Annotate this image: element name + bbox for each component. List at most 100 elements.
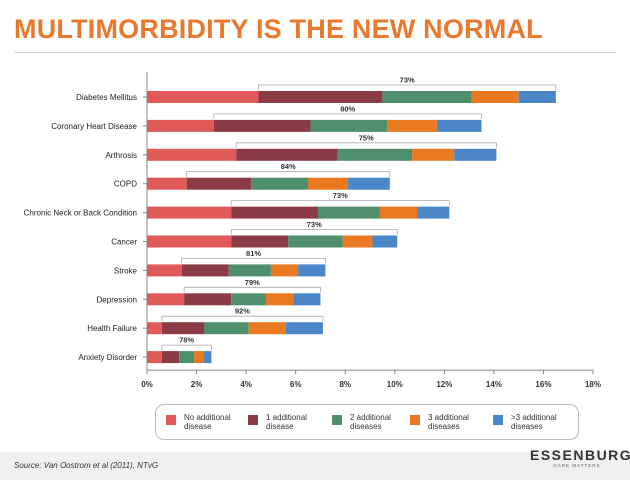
bar-segment [251,177,309,190]
percent-label: 84% [281,162,296,171]
bar-segment [147,119,214,132]
bar-segment [228,264,271,277]
bar-segment [161,322,204,335]
x-tick-label: 14% [486,380,502,389]
comorbidity-bracket [183,286,321,293]
bar-segment [248,322,286,335]
bar-segment [147,293,185,306]
x-tick-label: 10% [387,380,403,389]
comorbidity-bracket [213,113,482,119]
comorbidity-bracket [230,200,450,206]
percent-label: 73% [333,191,348,200]
legend-label: 1 additional disease [266,413,307,431]
legend-label: 3 additional diseases [428,413,469,431]
bar-segment [147,351,162,364]
bar-segment [337,148,413,161]
bar-segment [265,293,294,306]
bar-segment [258,91,383,103]
comorbidity-bracket [181,258,326,264]
x-tick-label: 6% [290,380,302,389]
category-label: Stroke [114,266,138,275]
comorbidity-bracket [161,344,212,351]
category-label: Health Failure [87,324,137,333]
bar-segment [387,119,437,132]
title-divider [14,52,616,53]
category-label: Arthrosis [105,151,137,160]
comorbidity-bracket [258,84,557,90]
percent-label: 73% [307,220,322,229]
bar-segment [372,235,398,248]
percent-label: 78% [179,336,194,345]
x-tick-label: 2% [191,380,203,389]
x-tick-label: 18% [585,380,601,389]
legend-swatch [332,415,342,425]
legend-swatch [410,415,420,425]
legend-label: No additional disease [184,413,231,431]
comorbidity-bracket [230,229,398,235]
bar-segment [270,264,299,277]
category-label: COPD [114,180,137,189]
bar-segment [471,91,519,103]
bar-segment [310,119,388,132]
comorbidity-bracket [235,142,497,148]
bar-segment [308,177,348,190]
bar-segment [147,235,232,248]
chart-legend: No additional disease 1 additional diseas… [155,404,579,440]
bar-segment [288,235,343,248]
bar-segment [147,264,182,277]
bar-segment [236,148,338,161]
percent-label: 75% [359,133,374,142]
percent-label: 80% [340,104,355,113]
bar-segment [184,293,232,306]
bar-segment [203,351,212,364]
percent-label: 81% [246,249,261,258]
bar-segment [342,235,373,248]
legend-swatch [248,415,258,425]
bar-segment [436,119,482,132]
bar-segment [161,351,180,364]
percent-label: 73% [400,76,415,85]
bar-segment [194,351,204,364]
x-tick-label: 0% [141,380,153,389]
legend-item: 2 additional diseases [332,413,408,431]
bar-segment [417,206,450,219]
category-label: Diabetes Mellitus [76,93,137,102]
source-note: Source: Van Oostrom et al (2011), NTvG [14,461,159,470]
category-label: Anxiety Disorder [78,353,137,362]
bar-segment [179,351,195,364]
bar-segment [147,206,232,219]
bar-segment [454,148,497,161]
percent-label: 79% [245,278,260,287]
bar-segment [347,177,390,190]
category-label: Chronic Neck or Back Condition [24,209,137,218]
bar-segment [231,235,289,248]
bar-segment [518,91,556,103]
legend-swatch [493,415,503,425]
legend-item: No additional disease [166,413,242,431]
bar-segment [298,264,326,277]
footer-bar: Source: Van Oostrom et al (2011), NTvG E… [0,448,630,480]
comorbidity-bracket [161,315,324,322]
category-label: Coronary Heart Disease [51,122,137,131]
bar-segment [382,91,472,103]
bar-segment [379,206,418,219]
bar-segment [147,91,259,103]
x-tick-label: 12% [436,380,452,389]
x-tick-label: 4% [240,380,252,389]
bar-segment [147,177,187,190]
legend-swatch [166,415,176,425]
bar-segment [203,322,249,335]
bar-segment [293,293,321,306]
category-label: Cancer [111,238,137,247]
bar-segment [231,206,318,219]
logo-tagline: CARE MATTERS [553,463,601,468]
essenburgh-logo: ESSENBURGH CARE MATTERS [530,447,630,469]
bar-segment [181,264,229,277]
legend-label: >3 additional diseases [511,413,557,431]
logo-wordmark: ESSENBURGH [530,447,630,463]
percent-label: 92% [235,307,250,316]
bar-segment [147,322,162,335]
bar-segment [147,148,237,161]
bar-segment [412,148,455,161]
bar-segment [213,119,311,132]
